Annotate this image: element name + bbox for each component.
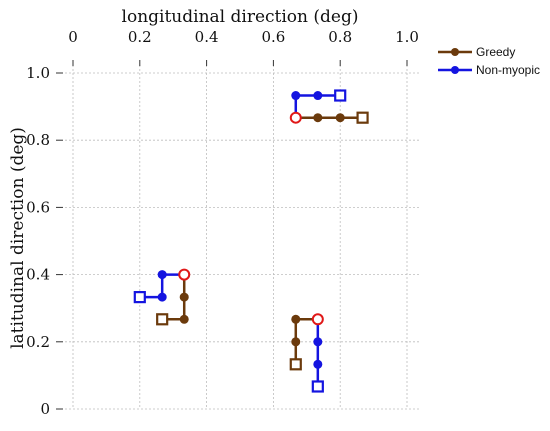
non-myopic-point [313,337,323,347]
greedy-end-marker [356,111,369,124]
start-marker [178,268,191,281]
greedy-point [313,113,323,123]
greedy-end-marker [156,313,169,326]
greedy-line [294,318,318,365]
x-tick-label: 0.4 [195,28,219,46]
greedy-end-marker [289,358,302,371]
x-tick-label: 0.6 [261,28,285,46]
legend-label-non-myopic: Non-myopic [476,63,540,77]
greedy-point [291,314,301,324]
non-myopic-end-marker [133,291,146,304]
axis-ticks: 0 0.2 0.4 0.6 0.8 1.0 0 0.2 0.4 0.6 0.8 1.0 [26,28,419,418]
non-myopic-point [157,270,167,280]
non-myopic-line [294,94,341,118]
x-tick-label: 0.2 [128,28,152,46]
non-myopic-path [311,319,324,393]
non-myopic-path [291,89,347,118]
non-myopic-path [133,270,185,304]
y-tick-label: 1.0 [26,64,50,82]
start-marker [311,313,324,326]
greedy-path [295,111,369,124]
greedy-point [179,292,189,302]
y-tick-label: 0.6 [26,198,50,216]
series-layer [133,89,369,393]
non-myopic-point [291,91,301,101]
non-myopic-end-marker [334,89,347,102]
y-tick-label: 0.2 [26,333,50,351]
x-axis-title: longitudinal direction (deg) [122,7,359,27]
x-tick-label: 0 [68,28,78,46]
non-myopic-end-marker [311,380,324,393]
legend: Greedy Non-myopic [438,45,540,77]
non-myopic-point [313,91,323,101]
greedy-point [179,314,189,324]
greedy-point [291,337,301,347]
legend-marker-non-myopic [451,66,459,74]
non-myopic-point [313,359,323,369]
greedy-path [289,314,318,371]
y-tick-label: 0.4 [26,266,50,284]
non-myopic-point [157,292,167,302]
non-myopic-line [139,273,185,299]
grid [65,65,420,410]
y-tick-label: 0 [40,400,50,418]
greedy-path [156,274,189,326]
legend-marker-greedy [451,48,459,56]
greedy-point [335,113,345,123]
start-marker [289,111,302,124]
legend-label-greedy: Greedy [476,45,515,59]
y-axis-title: latitudinal direction (deg) [8,127,28,349]
y-tick-label: 0.8 [26,131,50,149]
x-tick-label: 1.0 [395,28,419,46]
x-tick-label: 0.8 [328,28,352,46]
start-end-markers [178,111,324,326]
greedy-line [162,274,186,321]
